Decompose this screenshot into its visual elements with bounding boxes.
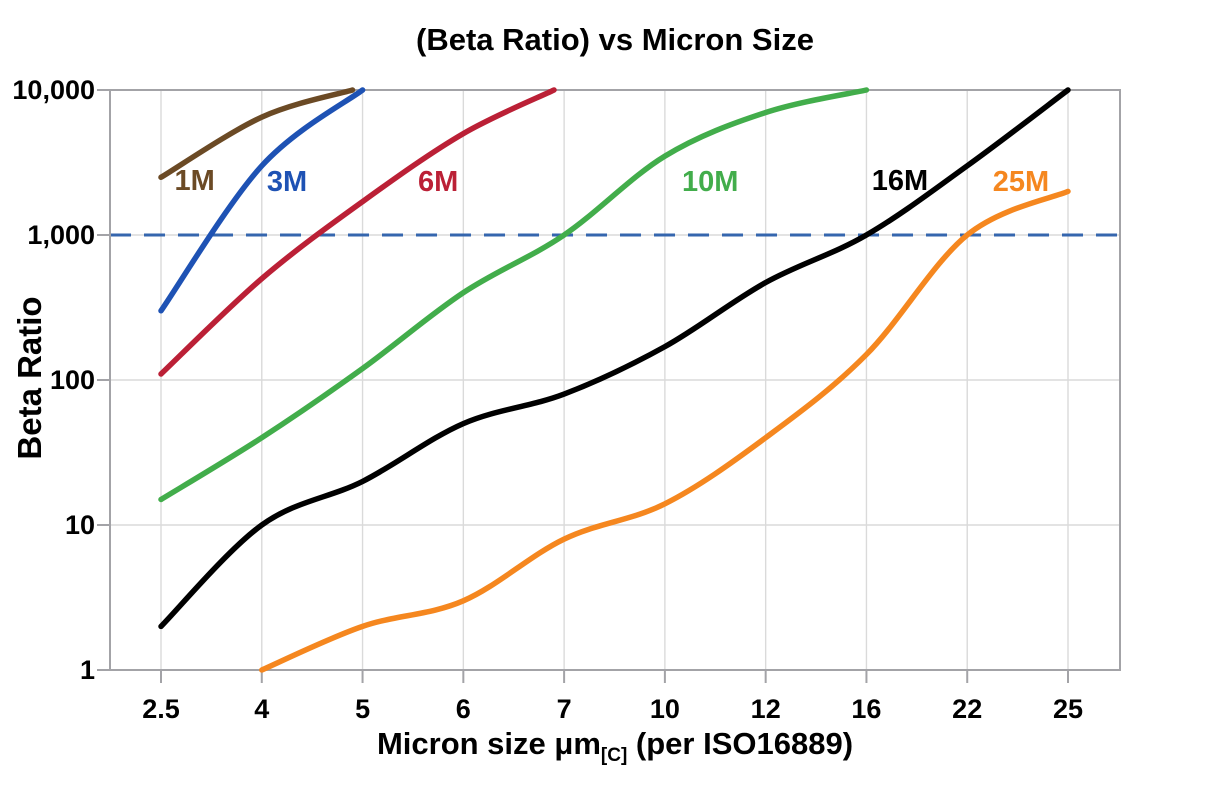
y-tick-label-10,000: 10,000 [12,75,95,105]
x-tick-label-6: 6 [456,694,471,724]
series-line-16M [158,87,1071,630]
x-tick-label-10: 10 [650,694,680,724]
x-axis-title-text: Micron size μm [376,726,601,761]
x-tick-label-22: 22 [952,694,982,724]
plot-frame [109,89,1121,671]
x-tick-label-16: 16 [851,694,881,724]
series-label-6M: 6M [418,166,458,198]
series-line-3M [158,87,366,314]
series-line-25M [259,188,1071,673]
series-label-25M: 25M [993,166,1049,198]
gridlines [110,90,1120,670]
y-tick-label-1: 1 [80,655,95,685]
y-tick-label-10: 10 [65,510,95,540]
x-axis-title: Micron size μm[C] (per ISO16889) [110,726,1120,766]
x-tick-label-4: 4 [254,694,269,724]
x-tick-label-25: 25 [1053,694,1083,724]
series-line-1M [158,87,356,181]
y-tick-labels: 1 10 100 1,000 10,000 [12,75,95,685]
chart-title: (Beta Ratio) vs Micron Size [416,22,814,57]
series-labels: 1M 3M 6M 10M 16M 25M [174,165,1049,198]
y-tick-label-1,000: 1,000 [27,220,95,250]
series-lines [158,87,1071,673]
series-label-1M: 1M [174,165,214,197]
series-label-3M: 3M [267,166,307,198]
axis-ticks [97,89,1069,683]
series-line-6M [158,87,557,377]
x-tick-label-12: 12 [751,694,781,724]
x-tick-labels: 2.5 4 5 6 7 10 12 16 22 25 [142,694,1083,724]
x-tick-label-7: 7 [557,694,572,724]
x-tick-label-5: 5 [355,694,370,724]
series-label-16M: 16M [872,165,928,197]
series-line-10M [158,87,870,503]
y-tick-label-100: 100 [50,365,95,395]
x-tick-label-2.5: 2.5 [142,694,180,724]
x-axis-title-subscript: [C] [600,745,628,766]
x-axis-title-suffix: (per ISO16889) [627,726,854,761]
series-label-10M: 10M [682,166,738,198]
